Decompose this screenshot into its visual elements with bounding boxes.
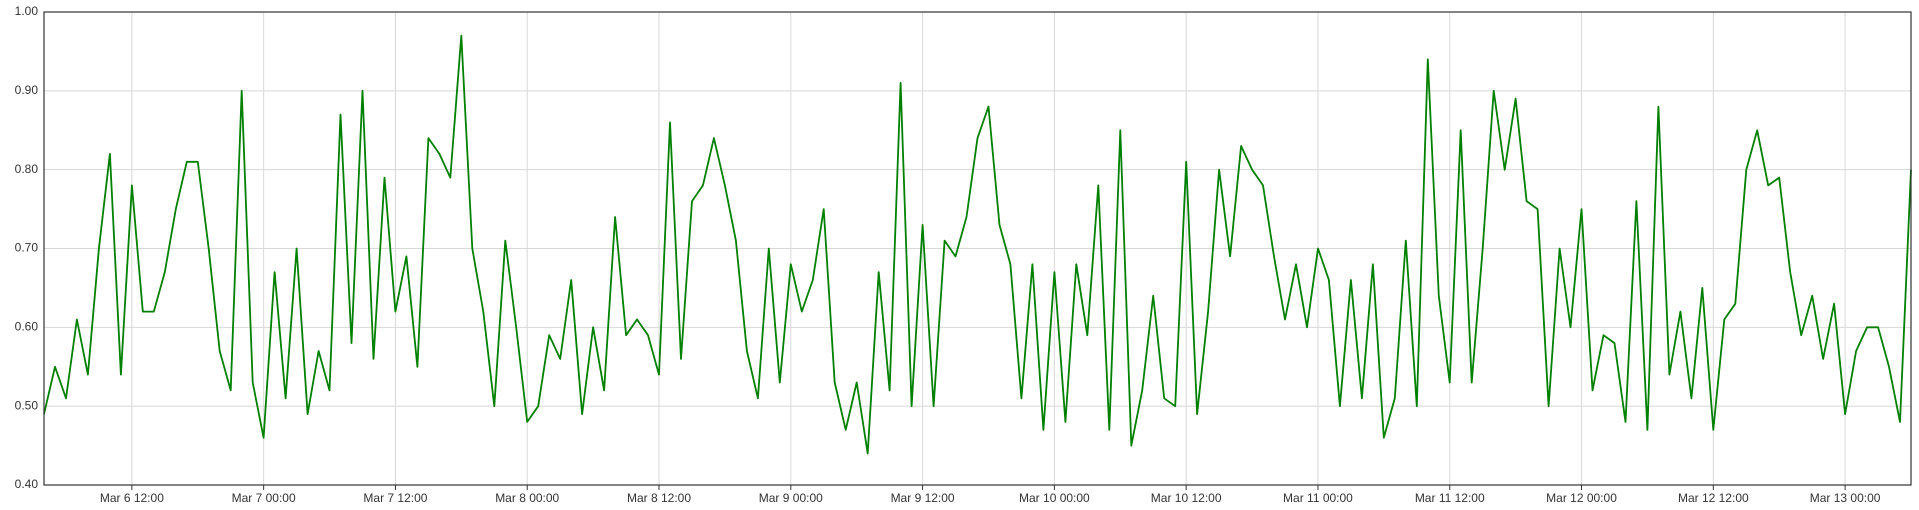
x-tick-label: Mar 6 12:00 bbox=[100, 491, 164, 505]
x-tick-label: Mar 7 12:00 bbox=[363, 491, 427, 505]
x-tick-label: Mar 9 12:00 bbox=[891, 491, 955, 505]
y-tick-label: 1.00 bbox=[15, 4, 39, 18]
plot-border bbox=[43, 11, 1912, 486]
y-tick-label: 0.90 bbox=[15, 83, 39, 97]
y-tick-label: 0.70 bbox=[15, 241, 39, 255]
x-tick-label: Mar 10 00:00 bbox=[1019, 491, 1090, 505]
x-tick-label: Mar 12 12:00 bbox=[1678, 491, 1749, 505]
series-line bbox=[43, 34, 1912, 455]
x-tick-label: Mar 12 00:00 bbox=[1546, 491, 1617, 505]
x-tick-label: Mar 8 12:00 bbox=[627, 491, 691, 505]
x-tick-label: Mar 10 12:00 bbox=[1151, 491, 1222, 505]
y-tick-label: 0.60 bbox=[15, 320, 39, 334]
x-tick-label: Mar 11 00:00 bbox=[1283, 491, 1353, 505]
y-tick-label: 0.80 bbox=[15, 162, 39, 176]
y-tick-label: 0.40 bbox=[15, 477, 39, 491]
x-tick-label: Mar 11 12:00 bbox=[1415, 491, 1485, 505]
x-tick-label: Mar 8 00:00 bbox=[495, 491, 559, 505]
x-tick-label: Mar 9 00:00 bbox=[759, 491, 823, 505]
y-tick-label: 0.50 bbox=[15, 398, 39, 412]
x-tick-label: Mar 7 00:00 bbox=[232, 491, 296, 505]
x-tick-label: Mar 13 00:00 bbox=[1810, 491, 1881, 505]
